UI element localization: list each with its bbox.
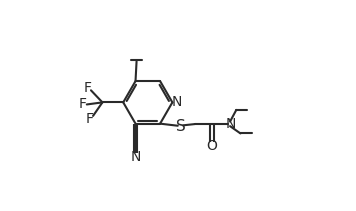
Text: F: F — [83, 81, 91, 95]
Text: F: F — [78, 97, 86, 111]
Text: O: O — [206, 139, 218, 153]
Text: S: S — [176, 119, 186, 134]
Text: N: N — [130, 150, 141, 164]
Text: N: N — [172, 95, 182, 109]
Text: N: N — [226, 117, 236, 131]
Text: F: F — [86, 112, 94, 126]
